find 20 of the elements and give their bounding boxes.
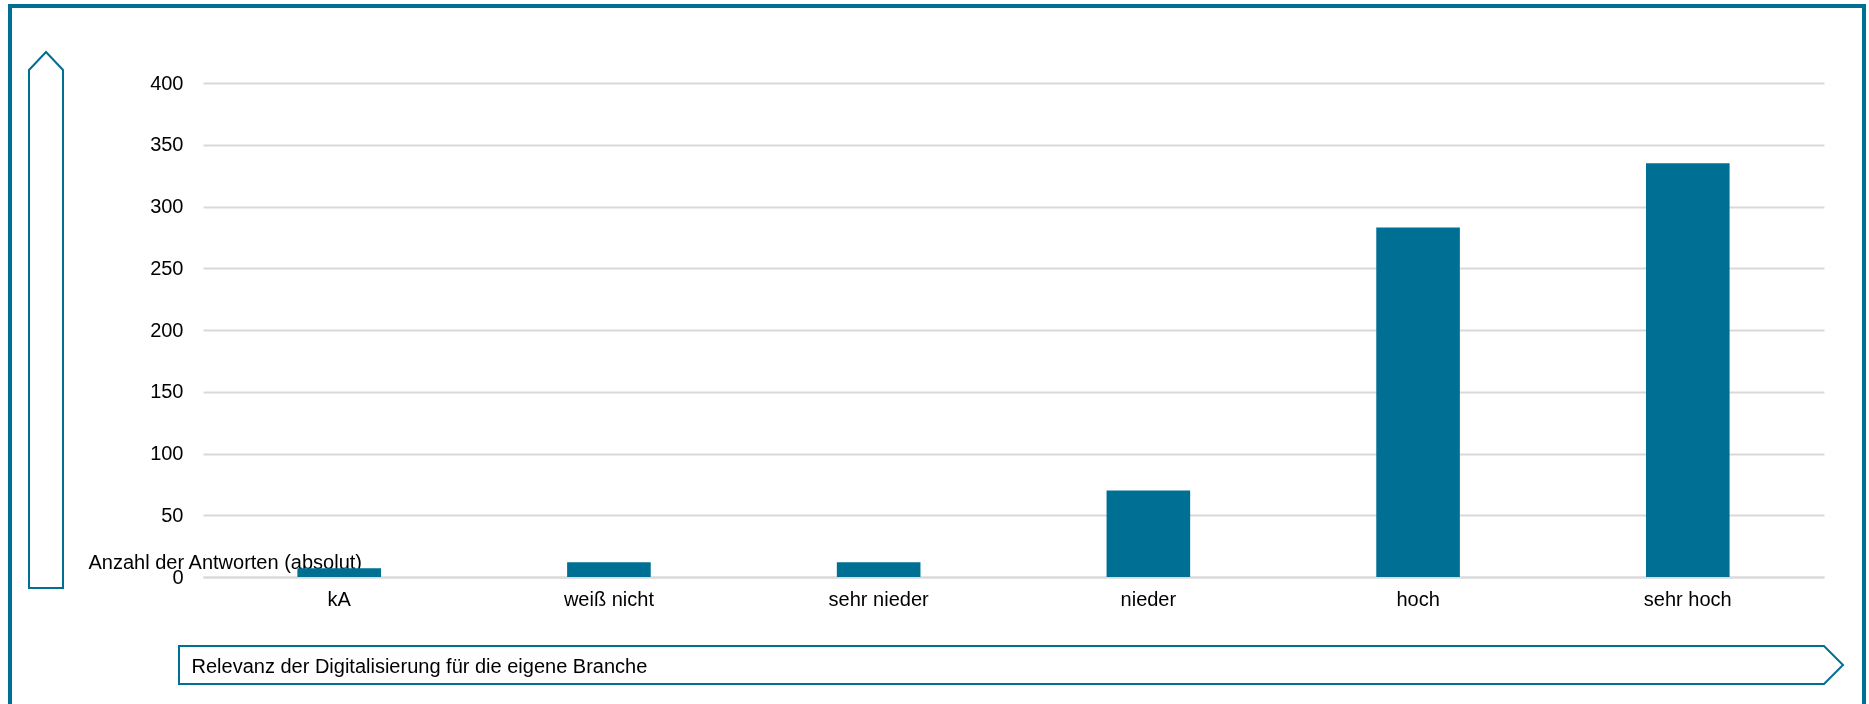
x-tick-label: weiß nicht (562, 587, 655, 610)
y-tick-label: 100 (150, 442, 184, 464)
x-tick-label: kA (327, 587, 352, 610)
y-tick-label: 200 (150, 318, 184, 341)
x-tick-label: sehr hoch (1643, 587, 1732, 610)
x-axis-title: Relevanz der Digitalisierung für die eigene Branche (191, 654, 648, 677)
y-tick-label: 50 (161, 503, 184, 526)
x-tick-label: hoch (1396, 587, 1440, 610)
bar (1106, 490, 1191, 577)
x-tick-label: nieder (1120, 587, 1177, 610)
y-tick-label: 250 (150, 256, 184, 279)
bar (1376, 227, 1460, 577)
y-tick-label: 400 (150, 71, 184, 94)
bar (567, 562, 651, 577)
y-tick-label: 300 (150, 195, 184, 217)
x-tick-label: sehr nieder (828, 587, 930, 610)
bar (1645, 163, 1730, 577)
y-tick-label: 350 (150, 133, 184, 156)
y-tick-label: 150 (150, 380, 184, 403)
bar (836, 562, 921, 577)
